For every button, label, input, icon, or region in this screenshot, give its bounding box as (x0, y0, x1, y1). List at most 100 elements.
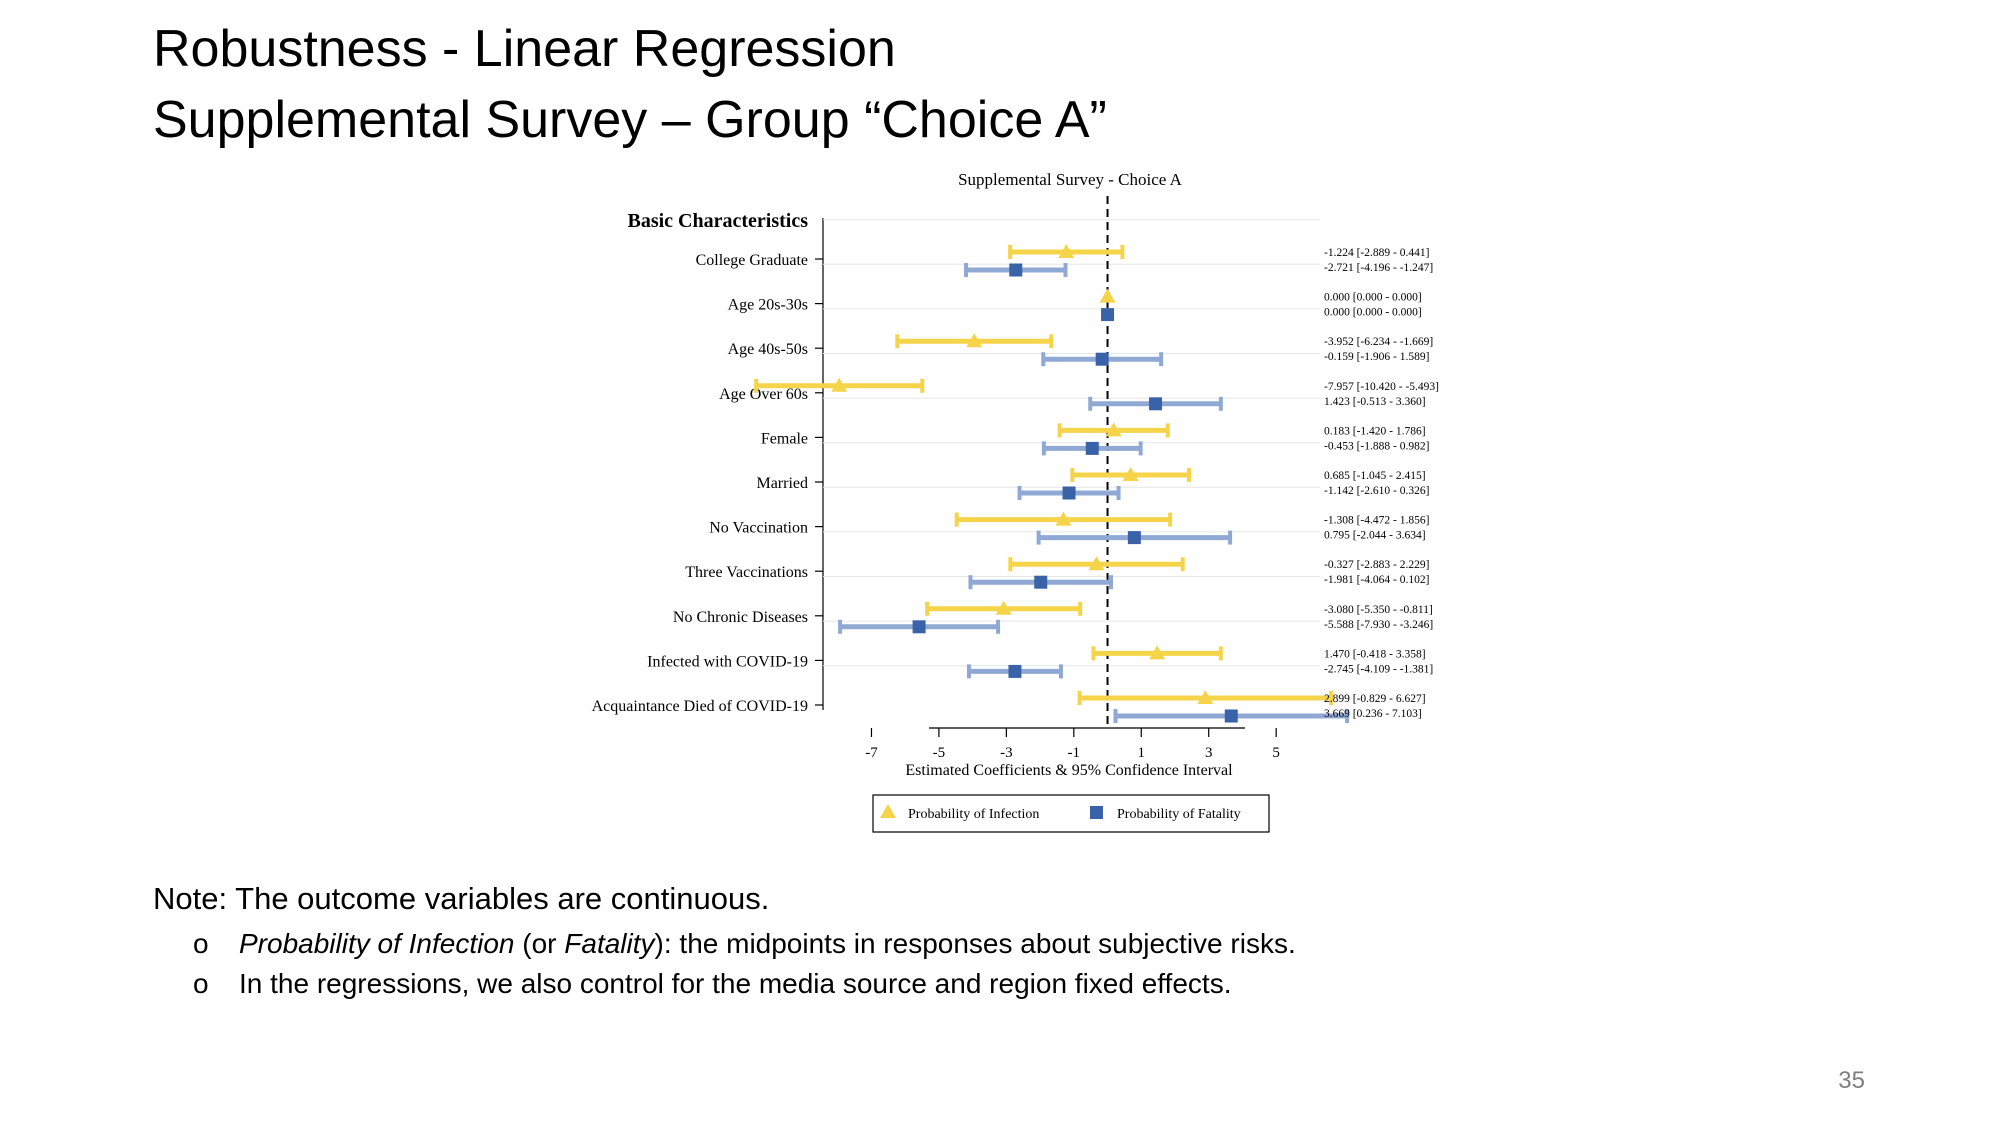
fatality-value-label: 0.795 [-2.044 - 3.634] (1324, 530, 1426, 542)
fatality-value-label: 0.000 [0.000 - 0.000] (1324, 307, 1422, 319)
row-acquaintance-died-of-covid-19: Acquaintance Died of COVID-19 2.899 [-0.8… (592, 690, 1426, 723)
x-axis-label: Estimated Coefficients & 95% Confidence … (905, 762, 1233, 779)
infection-point (966, 333, 983, 348)
row-married: Married 0.685 [-1.045 - 2.415] -1.142 [-2.… (756, 467, 1429, 500)
fatality-point (912, 620, 926, 634)
category-label: Female (761, 430, 808, 447)
fatality-point (1224, 709, 1238, 723)
infection-value-label: -7.957 [-10.420 - -5.493] (1324, 381, 1439, 393)
bullet-marker: o (193, 928, 209, 959)
fatality-value-label: 1.423 [-0.513 - 3.360] (1324, 396, 1426, 408)
section-label: Basic Characteristics (627, 210, 808, 232)
category-label: Married (756, 475, 808, 492)
infection-point (1099, 288, 1116, 303)
slide-title-line-1: Robustness - Linear Regression (153, 20, 896, 78)
fatality-point (1008, 664, 1022, 678)
fatality-point (1127, 531, 1141, 545)
infection-value-label: 1.470 [-0.418 - 3.358] (1324, 648, 1426, 660)
infection-point (1055, 511, 1072, 526)
fatality-point (1095, 352, 1109, 366)
row-no-vaccination: No Vaccination -1.308 [-4.472 - 1.856] 0.7… (709, 511, 1429, 545)
bullet-marker: o (193, 968, 209, 999)
page-number: 35 (1838, 1067, 1865, 1094)
fatality-value-label: -1.981 [-4.064 - 0.102] (1324, 574, 1429, 586)
category-label: Acquaintance Died of COVID-19 (592, 698, 808, 715)
infection-point (831, 377, 848, 392)
slide-title: Robustness - Linear Regression Supplemen… (153, 14, 1107, 156)
infection-value-label: -0.327 [-2.883 - 2.229] (1324, 559, 1429, 571)
fatality-point (1062, 486, 1076, 500)
x-tick-label: -5 (933, 745, 946, 761)
category-label: Infected with COVID-19 (647, 653, 808, 670)
fatality-point (1101, 308, 1115, 322)
infection-value-label: -3.080 [-5.350 - -0.811] (1324, 604, 1433, 616)
category-label: Age Over 60s (719, 386, 808, 403)
note-heading: Note: The outcome variables are continuo… (153, 881, 770, 916)
infection-point (1149, 645, 1166, 660)
fatality-point (1085, 441, 1099, 455)
fatality-point (1009, 263, 1023, 277)
bullet1-term-fatality: Fatality (564, 928, 655, 959)
fatality-point (1149, 397, 1163, 411)
infection-point (1122, 467, 1139, 481)
x-tick-label: -1 (1068, 745, 1081, 761)
row-infected-with-covid-19: Infected with COVID-19 1.470 [-0.418 - 3.… (647, 645, 1433, 679)
fatality-value-label: 3.669 [0.236 - 7.103] (1324, 708, 1422, 720)
row-no-chronic-diseases: No Chronic Diseases -3.080 [-5.350 - -0.8… (673, 600, 1433, 634)
slide-title-line-2: Supplemental Survey – Group “Choice A” (153, 91, 1107, 149)
fatality-value-label: -2.721 [-4.196 - -1.247] (1324, 262, 1433, 274)
infection-value-label: 0.000 [0.000 - 0.000] (1324, 292, 1422, 304)
infection-value-label: 2.899 [-0.829 - 6.627] (1324, 693, 1426, 705)
fatality-value-label: -5.588 [-7.930 - -3.246] (1324, 619, 1433, 631)
row-female: Female 0.183 [-1.420 - 1.786] -0.453 [-1.8… (761, 422, 1429, 456)
bullet1-rest: ): the midpoints in responses about subj… (654, 928, 1296, 959)
bullet2-text: In the regressions, we also control for … (239, 968, 1232, 999)
x-tick-label: 1 (1138, 745, 1146, 761)
infection-point (1105, 422, 1122, 437)
infection-point (995, 600, 1012, 615)
fatality-point (1034, 575, 1048, 589)
fatality-value-label: -0.453 [-1.888 - 0.982] (1324, 440, 1429, 452)
row-age-20s-30s: Age 20s-30s 0.000 [0.000 - 0.000] 0.000 [0… (728, 288, 1422, 322)
row-age-over-60s: Age Over 60s -7.957 [-10.420 - -5.493] 1.4… (719, 377, 1439, 411)
legend-box (872, 794, 1270, 833)
legend-infection-marker (880, 804, 896, 818)
row-three-vaccinations: Three Vaccinations -0.327 [-2.883 - 2.229… (685, 556, 1429, 590)
category-label: Age 20s-30s (728, 297, 808, 314)
bullet1-term-infection: Probability of Infection (239, 928, 515, 959)
note-bullet-2: o In the regressions, we also control for… (193, 964, 1231, 1004)
x-tick-label: -7 (865, 745, 878, 761)
infection-value-label: 0.183 [-1.420 - 1.786] (1324, 425, 1426, 437)
category-label: Three Vaccinations (685, 564, 808, 581)
infection-point (1088, 556, 1105, 571)
category-label: College Graduate (696, 252, 808, 269)
rows: College Graduate -1.224 [-2.889 - 0.441] -… (592, 244, 1439, 723)
infection-point (1197, 690, 1214, 704)
row-age-40s-50s: Age 40s-50s -3.952 [-6.234 - -1.669] -0.15… (728, 333, 1433, 367)
bullet1-mid: (or (514, 928, 565, 959)
x-ticks: -7 -5 -3 -1 1 3 5 (865, 728, 1280, 761)
infection-value-label: 0.685 [-1.045 - 2.415] (1324, 470, 1426, 482)
chart-title: Supplemental Survey - Choice A (958, 170, 1183, 189)
x-tick-label: 5 (1272, 745, 1280, 761)
x-tick-label: -3 (1000, 745, 1013, 761)
category-label: No Vaccination (709, 520, 808, 537)
fatality-value-label: -1.142 [-2.610 - 0.326] (1324, 485, 1429, 497)
infection-value-label: -1.224 [-2.889 - 0.441] (1324, 247, 1429, 259)
fatality-value-label: -0.159 [-1.906 - 1.589] (1324, 351, 1429, 363)
category-label: Age 40s-50s (728, 341, 808, 358)
row-gridlines (823, 219, 1320, 667)
category-label: No Chronic Diseases (673, 609, 808, 626)
x-tick-label: 3 (1205, 745, 1213, 761)
legend-fatality-label: Probability of Fatality (1117, 807, 1241, 822)
fatality-value-label: -2.745 [-4.109 - -1.381] (1324, 663, 1433, 675)
legend: Probability of Infection Probability of … (872, 794, 1270, 833)
legend-infection-label: Probability of Infection (908, 807, 1039, 822)
note-bullet-1: o Probability of Infection (or Fatality):… (193, 924, 1296, 964)
legend-fatality-marker (1090, 806, 1103, 819)
infection-value-label: -1.308 [-4.472 - 1.856] (1324, 515, 1429, 527)
infection-point (1058, 244, 1075, 258)
row-college-graduate: College Graduate -1.224 [-2.889 - 0.441] -… (696, 244, 1433, 277)
infection-value-label: -3.952 [-6.234 - -1.669] (1324, 336, 1433, 348)
